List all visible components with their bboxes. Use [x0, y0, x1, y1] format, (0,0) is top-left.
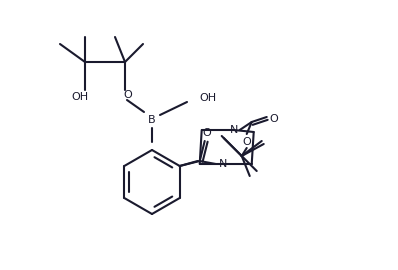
Text: N: N [219, 159, 227, 169]
Text: N: N [230, 125, 238, 135]
Text: OH: OH [199, 93, 216, 103]
Text: O: O [242, 137, 251, 147]
Text: B: B [148, 115, 156, 125]
Text: OH: OH [71, 92, 89, 102]
Text: O: O [269, 114, 278, 124]
Text: O: O [202, 128, 211, 138]
Text: O: O [124, 90, 133, 100]
